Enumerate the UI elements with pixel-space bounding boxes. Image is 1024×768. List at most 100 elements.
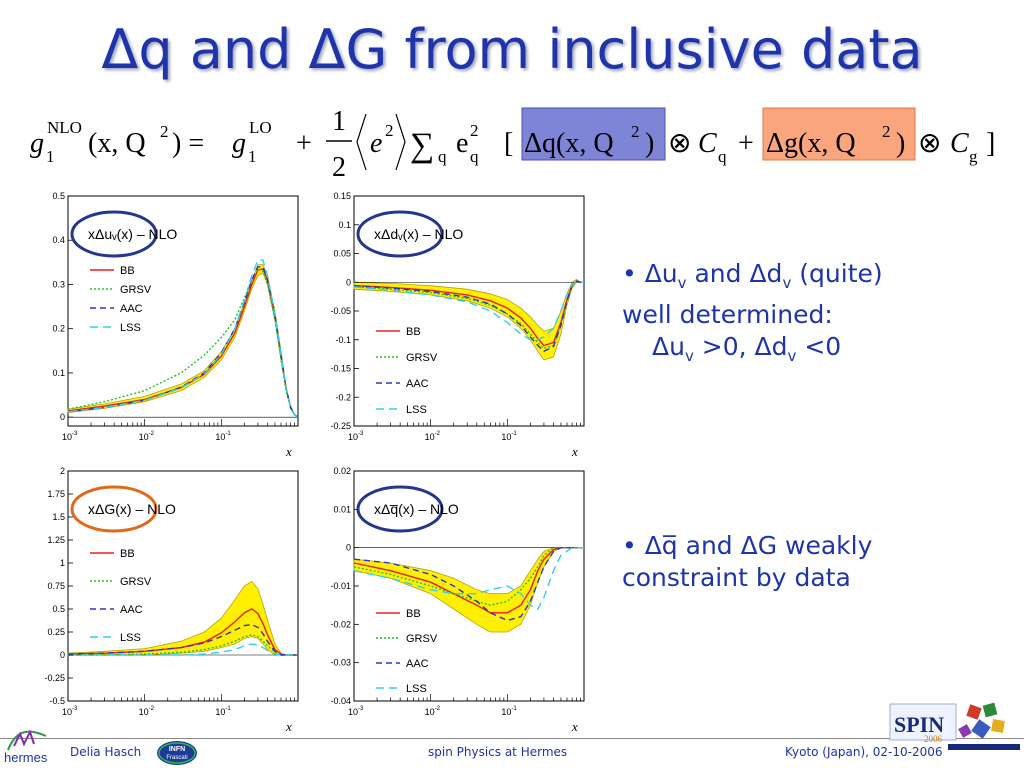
svg-text:Frascati: Frascati bbox=[166, 755, 187, 761]
formula-angle-right bbox=[395, 113, 406, 171]
legend-label: BB bbox=[406, 326, 421, 338]
legend-label: GRSV bbox=[120, 576, 152, 588]
x-tick-label: 10-3 bbox=[348, 431, 364, 442]
formula-otimes-1: ⊗ bbox=[668, 128, 691, 159]
formula-dq-close: ) bbox=[645, 128, 654, 159]
y-tick-label: -0.02 bbox=[330, 619, 351, 629]
delta-g-highlight bbox=[762, 107, 916, 161]
chart-delta-g: -0.5 -0.25 0 0.25 0.5 0.75 1 1.25 1.5 1.75 2 10-3 10… bbox=[44, 466, 299, 734]
series-line-aac bbox=[353, 546, 584, 622]
svg-text:SPIN: SPIN bbox=[894, 712, 944, 737]
plot-label: xΔG(x) – NLO bbox=[88, 501, 176, 517]
footer-author: Delia Hasch bbox=[70, 745, 142, 759]
formula-dg-close: ) bbox=[896, 128, 905, 159]
formula-plus: + bbox=[296, 128, 312, 159]
legend-label: BB bbox=[120, 548, 135, 560]
bullet-valence: • Δuv and Δdv (quite) well determined: Δ… bbox=[622, 259, 883, 365]
y-tick-label: 0.75 bbox=[47, 581, 65, 591]
y-tick-label: 0 bbox=[60, 650, 65, 660]
y-tick-label: 0.3 bbox=[52, 279, 65, 289]
formula-cq-sub: q bbox=[718, 147, 727, 166]
x-tick-label: 10-3 bbox=[62, 431, 78, 442]
y-tick-label: 0 bbox=[346, 277, 351, 287]
y-tick-label: -0.05 bbox=[330, 306, 351, 316]
formula-eq: e bbox=[456, 128, 468, 159]
delta-q-highlight bbox=[521, 107, 666, 161]
legend-label: GRSV bbox=[406, 352, 438, 364]
chart-delta-qbar: -0.04 -0.03 -0.02 -0.01 0 0.01 0.02 10-3 10-2 10-… bbox=[330, 466, 585, 734]
legend-label: GRSV bbox=[120, 284, 152, 296]
x-tick-label: 10-1 bbox=[501, 706, 517, 717]
y-tick-label: -0.25 bbox=[44, 673, 65, 683]
x-tick-label: 10-2 bbox=[425, 706, 441, 717]
x-axis-label: x bbox=[285, 719, 292, 734]
legend-label: AAC bbox=[120, 604, 143, 616]
footer-right: Kyoto (Japan), 02-10-2006 bbox=[785, 745, 943, 759]
highlight-circle bbox=[356, 485, 444, 533]
x-tick-label: 10-1 bbox=[501, 431, 517, 442]
legend-label: GRSV bbox=[406, 633, 438, 645]
legend-label: AAC bbox=[406, 378, 429, 390]
formula: g 1 NLO (x, Q 2 ) = g 1 LO + 1 2 e 2 ∑ q… bbox=[30, 106, 995, 183]
formula-cg-sub: g bbox=[969, 147, 978, 166]
highlight-circle bbox=[356, 210, 444, 258]
legend-label: LSS bbox=[406, 404, 427, 416]
y-tick-label: -0.2 bbox=[335, 392, 351, 402]
legend-label: BB bbox=[120, 265, 135, 277]
y-tick-label: 0 bbox=[346, 543, 351, 553]
series-line-lss bbox=[353, 280, 584, 341]
y-tick-label: -0.25 bbox=[330, 421, 351, 431]
y-tick-label: 0.05 bbox=[333, 249, 351, 259]
svg-text:INFN: INFN bbox=[169, 746, 185, 753]
highlight-circle bbox=[70, 210, 158, 258]
legend-label: LSS bbox=[120, 322, 141, 334]
y-tick-label: 0.1 bbox=[52, 368, 65, 378]
formula-lhs-sub: 1 bbox=[46, 147, 55, 166]
legend-label: AAC bbox=[120, 303, 143, 315]
series-line-lss bbox=[353, 546, 584, 610]
x-tick-label: 10-3 bbox=[348, 706, 364, 717]
series-line-lss bbox=[67, 259, 299, 418]
formula-plus-2: + bbox=[738, 128, 754, 159]
series-line-grsv bbox=[353, 280, 584, 350]
y-tick-label: 1.5 bbox=[52, 512, 65, 522]
formula-cg: C bbox=[950, 128, 969, 159]
y-tick-label: -0.04 bbox=[330, 696, 351, 706]
y-tick-label: 0.01 bbox=[333, 504, 351, 514]
formula-cq: C bbox=[698, 128, 717, 159]
formula-half-num: 1 bbox=[332, 106, 346, 137]
series-line-aac bbox=[67, 623, 298, 656]
infn-logo: INFN Frascati bbox=[157, 741, 197, 765]
y-tick-label: 0.1 bbox=[338, 220, 351, 230]
legend-label: AAC bbox=[406, 658, 429, 670]
y-tick-label: 2 bbox=[60, 466, 65, 476]
formula-sum: ∑ bbox=[410, 127, 434, 164]
y-tick-label: 1.75 bbox=[47, 489, 65, 499]
formula-eq-sub: q bbox=[470, 147, 479, 166]
y-tick-label: 0.2 bbox=[52, 324, 65, 334]
chart-delta-uv: 0 0.1 0.2 0.3 0.4 0.5 10-3 10-2 10-1 x xΔuᵥ(x) – N… bbox=[52, 191, 299, 459]
y-tick-label: -0.1 bbox=[335, 335, 351, 345]
y-tick-label: -0.03 bbox=[330, 658, 351, 668]
x-tick-label: 10-3 bbox=[62, 706, 78, 717]
y-tick-label: 0 bbox=[60, 412, 65, 422]
y-tick-label: 1.25 bbox=[47, 535, 65, 545]
svg-text:2006: 2006 bbox=[924, 734, 943, 744]
highlight-circle bbox=[70, 485, 158, 533]
y-tick-label: 1 bbox=[60, 558, 65, 568]
x-tick-label: 10-1 bbox=[215, 706, 231, 717]
series-line-grsv bbox=[353, 546, 584, 606]
y-tick-label: -0.15 bbox=[330, 364, 351, 374]
y-tick-label: -0.01 bbox=[330, 581, 351, 591]
y-tick-label: 0.25 bbox=[47, 627, 65, 637]
legend-label: BB bbox=[406, 608, 421, 620]
formula-eq-sup: 2 bbox=[470, 121, 479, 140]
slide-title: Δq and ΔG from inclusive data bbox=[101, 18, 923, 81]
formula-sum-sub: q bbox=[438, 147, 447, 166]
x-tick-label: 10-2 bbox=[139, 431, 155, 442]
series-line-lss bbox=[68, 643, 298, 656]
y-tick-label: 0.5 bbox=[52, 191, 65, 201]
formula-rbracket: ] bbox=[986, 128, 995, 159]
footer-divider bbox=[0, 738, 1024, 739]
plot-label: xΔdᵥ(x) – NLO bbox=[374, 226, 463, 242]
